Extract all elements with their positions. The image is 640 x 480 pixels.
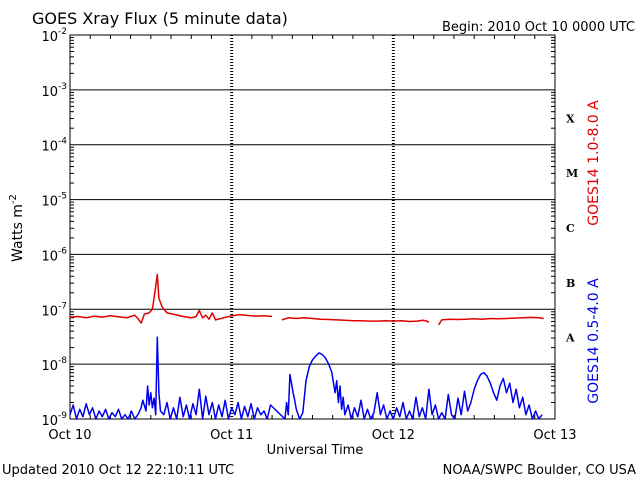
x-tick-label: Oct 10 (48, 428, 91, 443)
y-tick-label: 10-5 (41, 192, 67, 210)
x-axis: Oct 10 Oct 11 Oct 12 Oct 13 (48, 35, 577, 443)
y-tick-label: 10-7 (41, 301, 67, 319)
x-axis-label: Universal Time (267, 443, 364, 458)
x-tick-label: Oct 12 (372, 428, 415, 443)
chart-title: GOES Xray Flux (5 minute data) (32, 9, 288, 28)
begin-date: Begin: 2010 Oct 10 0000 UTC (442, 20, 635, 35)
series-line-long-channel (69, 273, 544, 326)
flare-class-label: C (566, 222, 575, 235)
y-tick-label: 10-2 (41, 27, 67, 45)
grid (70, 35, 555, 419)
y-tick-label: 10-6 (41, 246, 67, 264)
series-line-short-channel (69, 336, 543, 420)
y-axis-label: Watts m-2 (8, 194, 26, 262)
y-axis: 10-2 10-3 10-4 10-5 10-6 10-7 10-8 10-9 (41, 27, 555, 429)
series-layer (69, 273, 544, 420)
credit-line: NOAA/SWPC Boulder, CO USA (443, 463, 636, 478)
flare-class-label: X (566, 112, 575, 125)
x-tick-label: Oct 13 (533, 428, 576, 443)
flare-class-label: A (565, 332, 575, 345)
legend-short-channel: GOES14 0.5-4.0 A (586, 278, 602, 404)
y-tick-label: 10-4 (41, 137, 67, 155)
flare-class-labels: X M C B A (565, 112, 578, 344)
y-tick-label: 10-3 (41, 82, 67, 100)
updated-timestamp: Updated 2010 Oct 12 22:10:11 UTC (2, 463, 234, 478)
x-tick-label: Oct 11 (210, 428, 253, 443)
flare-class-label: M (566, 167, 578, 180)
legend-long-channel: GOES14 1.0-8.0 A (586, 100, 602, 226)
flare-class-label: B (566, 277, 575, 290)
y-tick-label: 10-9 (41, 411, 67, 429)
y-tick-label: 10-8 (41, 356, 67, 374)
